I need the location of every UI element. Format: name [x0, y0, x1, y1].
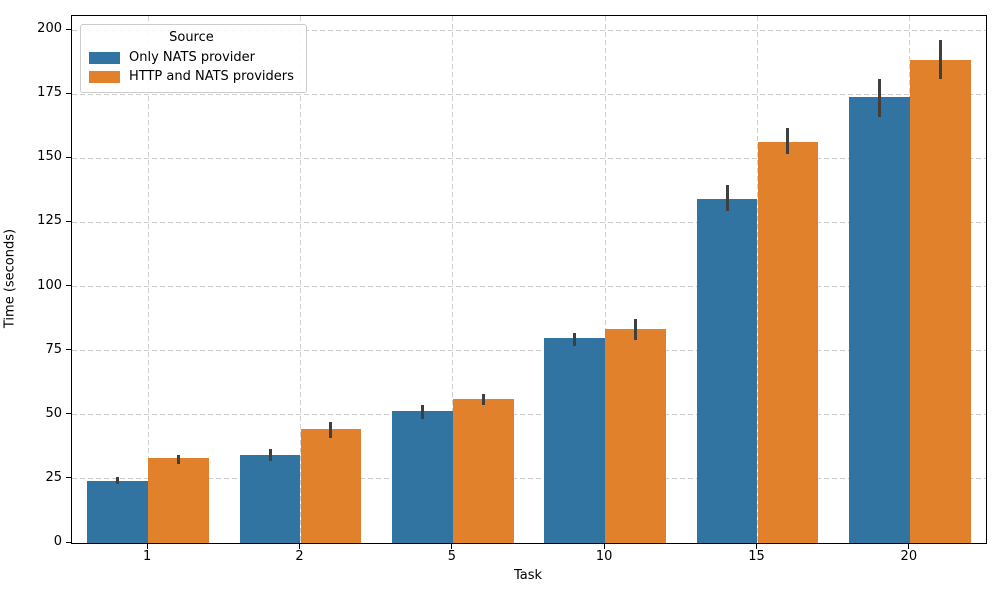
y-tick-label: 200 [37, 21, 62, 37]
error-bar [268, 449, 272, 461]
x-tick [451, 543, 453, 549]
x-tick-label: 20 [900, 549, 918, 564]
error-bar [177, 454, 181, 464]
y-tick [66, 477, 71, 479]
grid-line-y [72, 29, 986, 31]
error-bar [725, 185, 729, 211]
y-axis-label: Time (seconds) [2, 228, 18, 329]
legend-items: Only NATS provider HTTP and NATS provider… [89, 50, 294, 84]
error-bar [786, 127, 790, 155]
legend-item-label: Only NATS provider [129, 50, 256, 65]
y-tick-label: 0 [53, 534, 62, 549]
grid-line-y [72, 478, 986, 480]
x-tick-label: 2 [295, 549, 304, 564]
y-tick [66, 541, 71, 543]
grid-line-y [72, 350, 986, 352]
legend-item: HTTP and NATS providers [89, 69, 294, 84]
bar [300, 428, 362, 543]
legend-title: Source [169, 30, 214, 45]
bar [696, 199, 758, 543]
x-tick [756, 543, 757, 549]
legend-swatch [89, 51, 120, 64]
error-bar [573, 332, 577, 346]
y-tick [66, 413, 71, 415]
legend-item: Only NATS provider [89, 50, 294, 65]
y-tick [66, 92, 71, 94]
bar [544, 337, 606, 543]
grid-line-y [72, 157, 986, 159]
error-bar [481, 394, 485, 405]
error-bar [116, 477, 120, 485]
x-tick-label: 1 [143, 549, 152, 564]
error-bar [634, 318, 638, 341]
bar [87, 481, 149, 543]
legend-item-label: HTTP and NATS providers [129, 69, 294, 84]
x-tick-label: 15 [748, 549, 765, 564]
x-tick-label: 5 [447, 549, 456, 564]
error-bar [420, 404, 424, 419]
grid-line-x [452, 16, 454, 543]
y-tick-label: 125 [37, 213, 62, 229]
y-tick [66, 220, 71, 222]
legend: Source Only NATS provider HTTP and NATS p… [80, 24, 307, 93]
y-tick-label: 100 [37, 277, 62, 293]
y-tick-label: 175 [37, 85, 62, 101]
y-tick-label: 150 [37, 149, 62, 165]
error-bar [877, 78, 881, 118]
grid-line-x [604, 16, 606, 543]
bar [848, 96, 910, 543]
y-tick-label: 75 [45, 341, 62, 357]
grid-line-y [72, 286, 986, 288]
bar [757, 141, 819, 543]
grid-line-y [72, 93, 986, 95]
bar [391, 410, 453, 543]
grid-line-x [300, 16, 301, 543]
y-tick-label: 25 [45, 469, 62, 485]
grid-line-y [72, 414, 986, 416]
x-tick-label: 10 [595, 549, 613, 564]
bars-layer [72, 16, 986, 543]
bar [239, 454, 301, 543]
grid-line-x [147, 16, 149, 543]
x-tick [603, 543, 605, 549]
bar [452, 399, 514, 543]
y-tick [66, 285, 71, 287]
x-tick [146, 543, 148, 549]
plot-area: Source Only NATS provider HTTP and NATS p… [71, 15, 987, 544]
y-tick [66, 156, 71, 158]
x-tick [299, 543, 300, 549]
error-bar [938, 40, 942, 79]
grid-line-y [72, 221, 986, 223]
bar [148, 458, 210, 543]
legend-swatch [89, 70, 120, 83]
error-bar [329, 422, 333, 438]
bar [909, 59, 971, 543]
y-tick [66, 349, 71, 351]
y-tick-label: 50 [45, 405, 62, 421]
y-tick [66, 28, 71, 30]
x-tick [908, 543, 910, 549]
bar [605, 328, 667, 543]
x-axis-label: Task [513, 568, 543, 583]
